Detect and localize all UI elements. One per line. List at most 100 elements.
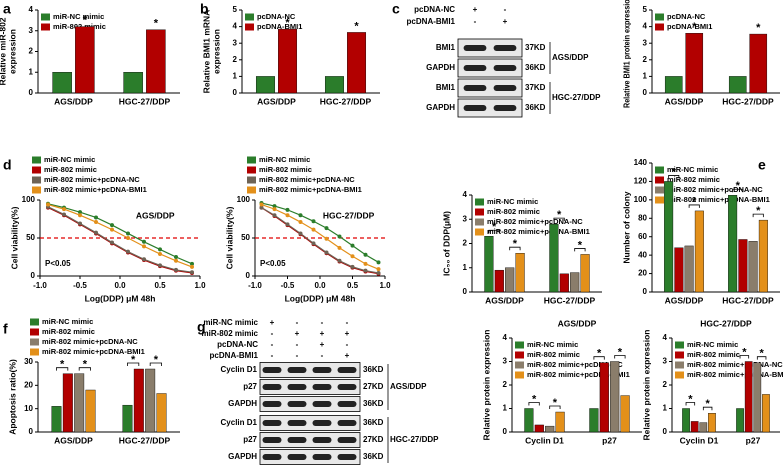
blot-strip (259, 432, 361, 448)
y-tick-label: 0 (29, 427, 34, 436)
point (94, 230, 98, 235)
point (363, 261, 368, 266)
panel-label: a (3, 1, 11, 17)
legend-swatch (655, 196, 664, 204)
legend-swatch (245, 23, 254, 31)
point (311, 227, 316, 232)
y-tick-label: 2 (29, 47, 34, 56)
chart-title: HGC-27/DDP (700, 318, 752, 328)
condition-sign: - (271, 340, 274, 349)
legend-swatch (475, 218, 484, 226)
legend-label: miR-NC mimic (42, 317, 93, 326)
blot-band (337, 437, 357, 443)
y-tick-label: 2 (233, 55, 238, 64)
point (337, 258, 342, 263)
condition-sign: + (270, 318, 275, 327)
y-tick-label: 3 (503, 357, 508, 366)
condition-sign: - (321, 318, 324, 327)
bar (555, 411, 565, 433)
size-label: 36KD (363, 399, 384, 408)
bar (156, 393, 167, 433)
legend-swatch (30, 338, 39, 346)
point (324, 236, 329, 241)
point (174, 267, 178, 272)
x-tick-label: AGS/DDP (665, 295, 704, 305)
point (376, 260, 381, 265)
legend-label: miR-802 mimic (487, 207, 540, 216)
x-tick-label: p27 (746, 435, 761, 445)
y-tick-label: 100 (634, 195, 648, 204)
legend-swatch (32, 156, 41, 164)
bar (738, 239, 748, 293)
point (298, 231, 303, 236)
blot-band (493, 65, 517, 71)
y-axis-label: Cell viability(%) (9, 206, 19, 269)
blot-band (287, 384, 307, 390)
significance-bracket (528, 402, 540, 406)
line (47, 206, 193, 273)
significance: * (557, 209, 562, 221)
line (261, 203, 379, 270)
bar (549, 223, 559, 293)
significance-bracket (593, 356, 605, 360)
legend-label: miR-NC mimic (527, 340, 578, 349)
bar (762, 394, 770, 433)
blot-band (463, 85, 487, 91)
y-axis-label: Relative BMI1 mRNA (201, 10, 211, 94)
blot-band (463, 45, 487, 51)
bar (599, 362, 609, 433)
significance-bracket (685, 402, 696, 406)
y-tick-label: 4 (643, 22, 648, 31)
legend-swatch (32, 166, 41, 174)
significance-bracket (614, 355, 626, 359)
legend-label: miR-NC mimic (259, 155, 310, 164)
bar (684, 245, 694, 293)
x-tick-label: 1.0 (194, 281, 206, 290)
line (261, 207, 379, 274)
point (324, 250, 329, 255)
significance-bracket (702, 406, 713, 411)
bar (146, 29, 166, 94)
condition-sign: + (320, 340, 325, 349)
bar (728, 195, 738, 293)
condition-sign: + (345, 329, 350, 338)
point (78, 210, 82, 215)
condition-sign: - (271, 351, 274, 360)
chart-title: AGS/DDP (558, 318, 597, 328)
condition-sign: - (346, 318, 349, 327)
legend-swatch (655, 13, 664, 21)
x-tick-label: -1.0 (33, 281, 47, 290)
bar (524, 408, 534, 433)
chart-title: AGS/DDP (136, 210, 175, 220)
significance: * (597, 348, 602, 360)
size-label: 37KD (525, 83, 546, 92)
size-label: 27KD (363, 435, 384, 444)
protein-label: GAPDH (426, 63, 455, 72)
legend-swatch (32, 186, 41, 194)
blot-band (312, 454, 332, 460)
blot-band (287, 420, 307, 426)
bar (758, 219, 768, 293)
point (94, 215, 98, 220)
y-tick-label: 2 (643, 55, 648, 64)
point (142, 257, 146, 262)
condition-label: miR-NC mimic (203, 318, 258, 327)
significance-bracket (732, 188, 744, 193)
panel-label: b (200, 1, 209, 17)
bar (699, 422, 708, 433)
blot-band (463, 105, 487, 111)
bar (133, 368, 144, 433)
legend-label: pcDNA-BMI1 (257, 22, 302, 31)
bar (324, 76, 344, 94)
group-label: AGS/DDP (552, 53, 589, 62)
y-tick-label: 2 (503, 380, 508, 389)
point (311, 241, 316, 246)
significance: * (83, 359, 88, 371)
bar (748, 241, 758, 293)
point (126, 249, 130, 254)
size-label: 36KD (525, 63, 546, 72)
legend-swatch (655, 166, 664, 174)
blot-band (287, 437, 307, 443)
y-axis-label: IC₅₀ of DDP(μM) (441, 211, 451, 276)
point (142, 239, 146, 244)
